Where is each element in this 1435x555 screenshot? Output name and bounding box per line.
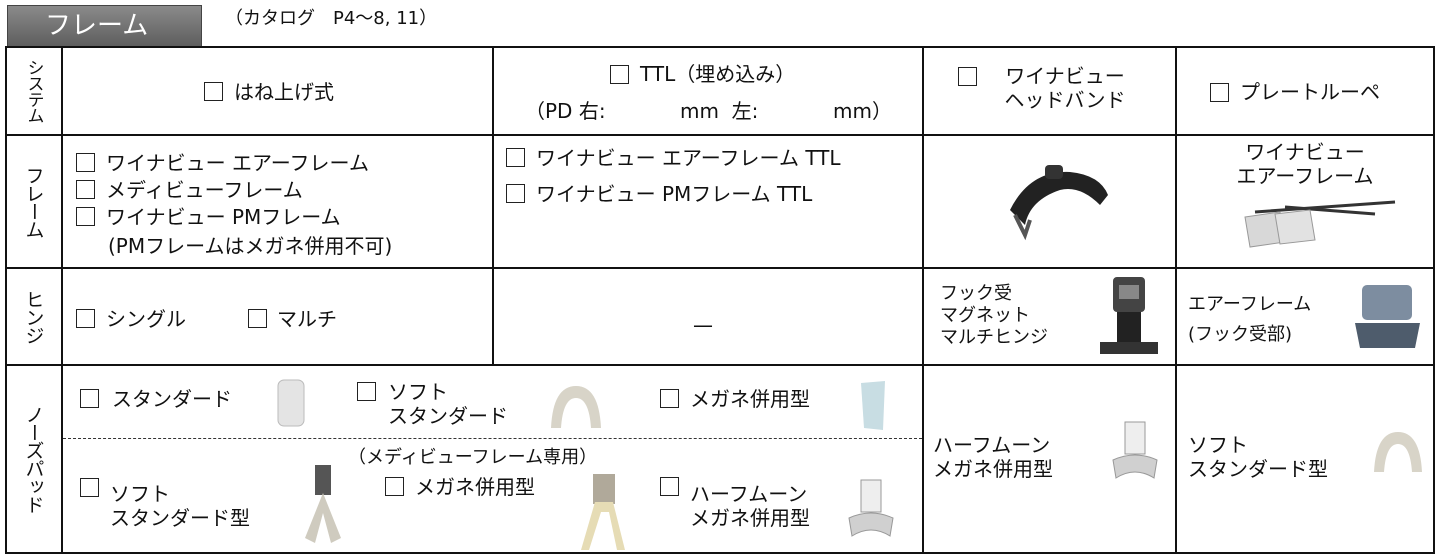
option: ワイナビュー エアーフレーム bbox=[106, 151, 369, 175]
note: (PMフレームはメガネ併用不可) bbox=[108, 234, 393, 258]
checkbox[interactable] bbox=[660, 477, 679, 496]
pd-label: （PD 右: bbox=[525, 99, 606, 123]
checkbox[interactable] bbox=[385, 477, 404, 496]
row-label: ヒンジ bbox=[22, 289, 45, 344]
option: ソフト スタンダード型 bbox=[110, 482, 250, 530]
rule bbox=[5, 46, 7, 554]
not-applicable: — bbox=[693, 313, 713, 337]
header-title: フレーム bbox=[45, 11, 149, 41]
pad-image bbox=[581, 474, 625, 550]
hinge-image bbox=[1100, 277, 1158, 354]
checkbox[interactable] bbox=[76, 180, 95, 199]
option: ハーフムーン メガネ併用型 bbox=[690, 482, 810, 530]
option: スタンダード bbox=[112, 387, 232, 411]
checkbox[interactable] bbox=[80, 478, 99, 497]
rule bbox=[5, 46, 1435, 48]
option: シングル bbox=[106, 307, 186, 331]
rule bbox=[61, 46, 63, 554]
note: （メディビューフレーム専用） bbox=[348, 447, 598, 468]
pad-image bbox=[1112, 421, 1158, 479]
row-label: フレーム bbox=[22, 165, 45, 238]
option: メディビューフレーム bbox=[106, 178, 303, 202]
option: ワイナビュー エアーフレーム TTL bbox=[536, 146, 841, 170]
option: TTL（埋め込み） bbox=[640, 62, 796, 86]
rule bbox=[5, 134, 1435, 136]
caption: ハーフムーン メガネ併用型 bbox=[933, 433, 1053, 481]
option: ワイナビュー ヘッドバンド bbox=[1004, 64, 1126, 112]
option: ソフト スタンダード bbox=[388, 380, 508, 428]
checkbox[interactable] bbox=[357, 382, 376, 401]
pad-image bbox=[1374, 432, 1422, 472]
checkbox[interactable] bbox=[506, 184, 525, 203]
option: メガネ併用型 bbox=[415, 475, 535, 499]
rule bbox=[5, 364, 1435, 366]
headband-image bbox=[1010, 165, 1108, 241]
caption: フック受 マグネット マルチヒンジ bbox=[940, 283, 1048, 348]
checkbox[interactable] bbox=[610, 65, 629, 84]
dashed-rule bbox=[63, 438, 922, 439]
header-tab bbox=[7, 5, 202, 47]
pd-label: mm） bbox=[833, 99, 892, 123]
checkbox[interactable] bbox=[248, 309, 267, 328]
checkbox[interactable] bbox=[76, 309, 95, 328]
checkbox[interactable] bbox=[204, 82, 223, 101]
checkbox[interactable] bbox=[80, 389, 99, 408]
caption: エアーフレーム (フック受部) bbox=[1188, 294, 1312, 345]
pad-image bbox=[277, 379, 305, 427]
loupe-image bbox=[1244, 200, 1396, 248]
rule bbox=[5, 267, 1435, 269]
option: プレートルーペ bbox=[1240, 80, 1380, 104]
option: ワイナビュー PMフレーム bbox=[106, 205, 341, 229]
rule bbox=[5, 552, 1435, 554]
pad-image bbox=[305, 465, 341, 543]
row-label: ノーズパッド bbox=[22, 405, 45, 513]
pad-image bbox=[848, 479, 894, 537]
checkbox[interactable] bbox=[660, 389, 679, 408]
row-label: システム bbox=[23, 59, 44, 123]
pad-image bbox=[861, 381, 885, 430]
rule bbox=[492, 46, 494, 365]
option: マルチ bbox=[277, 307, 337, 331]
checkbox[interactable] bbox=[958, 67, 977, 86]
hook-image bbox=[1355, 285, 1420, 348]
checkbox[interactable] bbox=[1210, 83, 1229, 102]
option: メガネ併用型 bbox=[690, 387, 810, 411]
checkbox[interactable] bbox=[506, 148, 525, 167]
rule bbox=[922, 46, 924, 554]
option: ワイナビュー PMフレーム TTL bbox=[536, 182, 813, 206]
rule bbox=[1433, 46, 1435, 554]
checkbox[interactable] bbox=[76, 153, 95, 172]
rule bbox=[1175, 46, 1177, 554]
caption: ワイナビュー エアーフレーム bbox=[1236, 140, 1374, 188]
pad-image bbox=[551, 386, 601, 428]
pd-label: mm 左: bbox=[680, 99, 759, 123]
catalog-ref: （カタログ P4〜8, 11） bbox=[225, 8, 438, 29]
option: はね上げ式 bbox=[234, 80, 334, 104]
caption: ソフト スタンダード型 bbox=[1188, 433, 1328, 481]
checkbox[interactable] bbox=[76, 207, 95, 226]
